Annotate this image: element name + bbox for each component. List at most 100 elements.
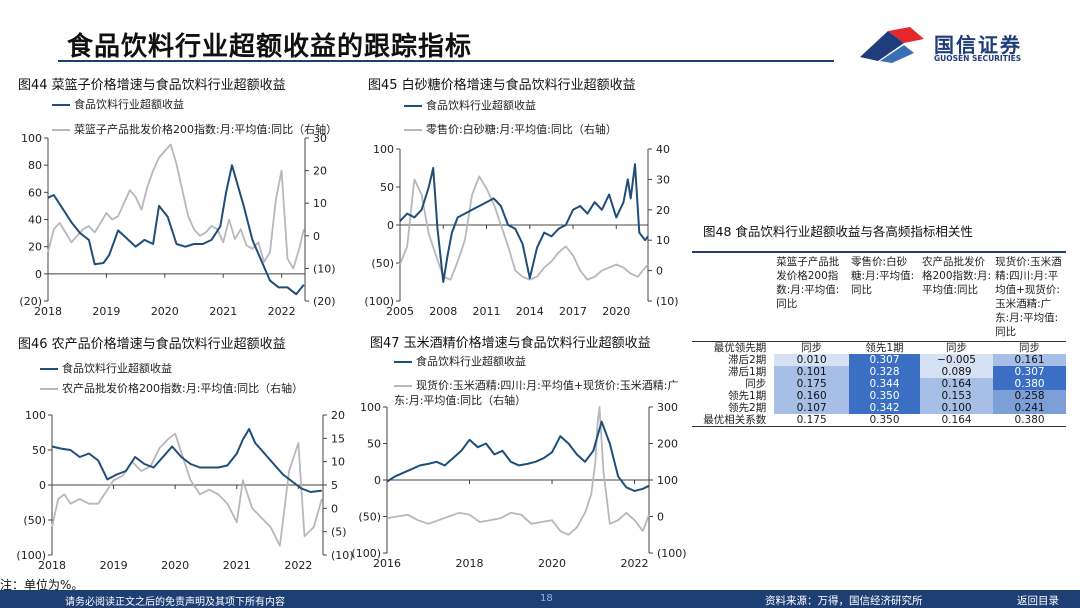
y-right-tick-label: (10) (331, 549, 354, 562)
fig45-legend-light-label: 零售价:白砂糖:月:平均值:同比（右轴） (426, 123, 617, 136)
table-row-label: 最优相关系数 (703, 414, 767, 426)
y-left-tick-label: 50 (32, 444, 46, 457)
table-cell: 0.175 (774, 378, 850, 390)
y-right-tick-label: 20 (313, 165, 327, 178)
y-right-tick-label: 0 (656, 265, 663, 278)
fig47-title: 图47 玉米酒精价格增速与食品饮料行业超额收益 (370, 336, 651, 351)
table-cell: −0.005 (919, 354, 994, 366)
y-left-tick-label: 40 (28, 214, 42, 227)
y-left-tick-label: (50) (358, 511, 381, 524)
table-cell: 0.258 (993, 390, 1066, 402)
table-row-label: 领先1期 (728, 390, 767, 402)
x-tick-label: 2020 (161, 559, 189, 572)
y-left-tick-label: (20) (19, 295, 42, 308)
fig45-legend-dark: 食品饮料行业超额收益 (404, 97, 536, 113)
x-tick-label: 2022 (621, 557, 649, 570)
legend-swatch-dark (40, 368, 58, 370)
footer-disclaimer: 请务必阅读正文之后的免责声明及其项下所有内容 (65, 597, 285, 608)
table-cell: 0.160 (774, 390, 850, 402)
fig48-title: 图48 食品饮料行业超额收益与各高频指标相关性 (703, 224, 973, 239)
y-right-tick-label: 30 (313, 132, 327, 145)
y-right-tick-label: (100) (657, 547, 687, 560)
table-row-label: 最优领先期 (713, 342, 767, 354)
fig45-legend-light: 零售价:白砂糖:月:平均值:同比（右轴） (404, 121, 617, 137)
y-right-tick-label: 5 (331, 479, 338, 492)
logo-text-en: GUOSEN SECURITIES (934, 54, 1022, 63)
table-cell: 0.350 (849, 390, 920, 402)
table-cell: 0.100 (919, 402, 994, 414)
table-cell: 0.342 (849, 402, 920, 414)
series-line-excess-return (386, 420, 650, 492)
y-left-tick-label: 80 (28, 159, 42, 172)
y-right-tick-label: (20) (313, 295, 336, 308)
y-left-tick-label: 0 (374, 474, 381, 487)
fig47-legend-dark: 食品饮料行业超额收益 (394, 353, 526, 369)
fig46-legend-light: 农产品批发价格200指数:月:平均值:同比（右轴） (40, 380, 303, 396)
series-line-excess-return (47, 164, 305, 296)
table-row: 同步 0.175 0.344 0.164 0.380 (692, 378, 1066, 390)
x-tick-label: 2020 (538, 557, 566, 570)
y-right-tick-label: 20 (331, 409, 345, 422)
table-row: 领先1期 0.160 0.350 0.153 0.258 (692, 390, 1066, 402)
y-right-tick-label: (5) (331, 526, 347, 539)
table-cell: 0.164 (941, 414, 972, 426)
y-right-tick-label: 20 (656, 204, 670, 217)
table-cell: 0.101 (774, 366, 850, 378)
x-tick-label: 2019 (92, 305, 120, 318)
legend-swatch-dark (52, 104, 70, 106)
fig46-legend-dark-label: 食品饮料行业超额收益 (62, 362, 172, 375)
table-cell: 0.153 (919, 390, 994, 402)
x-tick-label: 2020 (602, 305, 630, 318)
y-left-tick-label: 0 (39, 479, 46, 492)
y-left-tick-label: 100 (21, 132, 42, 145)
y-right-tick-label: 200 (657, 438, 678, 451)
table-row: 领先2期 0.107 0.342 0.100 0.241 (692, 402, 1066, 414)
series-line-price-yoy (51, 432, 323, 547)
table-header-row: 菜篮子产品批发价格200指数:月:平均值:同比 零售价:白砂糖:月:平均值:同比… (692, 253, 1066, 342)
table-header-blank (692, 253, 774, 342)
y-left-tick-label: 100 (25, 409, 46, 422)
y-left-tick-label: 50 (367, 438, 381, 451)
table-cell: 0.164 (919, 378, 994, 390)
table-cell: 同步 (1019, 342, 1041, 354)
logo-blue-shape (860, 31, 904, 61)
x-tick-label: 2022 (268, 305, 296, 318)
table-row-label: 同步 (745, 378, 767, 390)
fig45-title: 图45 白砂糖价格增速与食品饮料行业超额收益 (368, 78, 636, 93)
fig44-title: 图44 菜篮子价格增速与食品饮料行业超额收益 (18, 78, 286, 93)
y-left-tick-label: 0 (387, 219, 394, 232)
y-right-tick-label: 10 (331, 456, 345, 469)
table-cell: 0.307 (993, 366, 1066, 378)
x-tick-label: 2021 (209, 305, 237, 318)
y-right-tick-label: 300 (657, 401, 678, 414)
unit-note: 注：单位为%。 (0, 578, 84, 592)
y-left-tick-label: (100) (364, 295, 394, 308)
table-cell: 0.175 (796, 414, 827, 426)
fig46-legend-dark: 食品饮料行业超额收益 (40, 360, 172, 376)
table-cell: 同步 (801, 342, 823, 354)
table-header-col: 菜篮子产品批发价格200指数:月:平均值:同比 (776, 256, 840, 310)
title-divider (58, 60, 834, 62)
series-line-excess-return (399, 163, 649, 283)
y-right-tick-label: 0 (657, 511, 664, 524)
table-cell: 0.380 (1014, 414, 1045, 426)
fig47-legend-dark-label: 食品饮料行业超额收益 (416, 355, 526, 368)
back-to-contents-link[interactable]: 返回目录 (1017, 595, 1059, 607)
y-left-tick-label: (100) (16, 549, 46, 562)
legend-swatch-light (404, 129, 422, 131)
y-right-tick-label: 100 (657, 474, 678, 487)
legend-swatch-light (394, 385, 412, 387)
y-right-tick-label: (10) (313, 262, 336, 275)
legend-swatch-light (40, 388, 58, 390)
table-row: 滞后2期 0.010 0.307 −0.005 0.161 (692, 354, 1066, 366)
y-right-tick-label: 10 (656, 234, 670, 247)
x-tick-label: 2018 (34, 305, 62, 318)
y-left-tick-label: (50) (371, 257, 394, 270)
table-cell: 0.010 (774, 354, 850, 366)
series-line-price-yoy (386, 406, 650, 536)
footer-bar (0, 590, 1080, 608)
footer-source: 资料来源：万得，国信经济研究所 (765, 595, 923, 607)
legend-swatch-dark (394, 361, 412, 363)
